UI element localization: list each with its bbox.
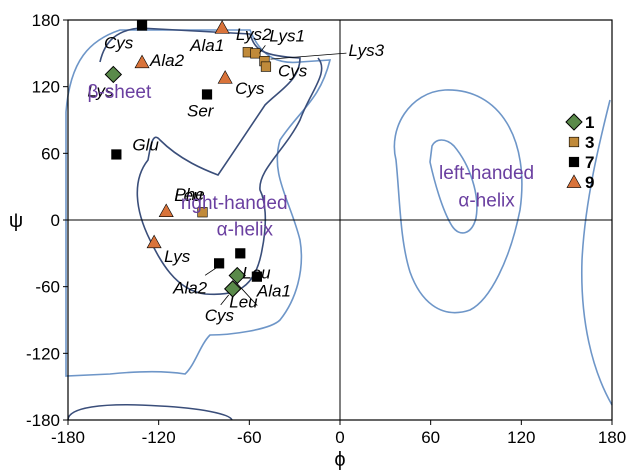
legend-marker-series-3 bbox=[568, 136, 580, 148]
point-series-9 bbox=[217, 70, 233, 84]
leader-line bbox=[259, 45, 266, 54]
y-tick-label: -180 bbox=[26, 411, 60, 430]
legend-marker-series-7 bbox=[568, 156, 580, 168]
point-label: Ala1 bbox=[189, 36, 224, 55]
bottom-contour-left bbox=[67, 403, 233, 421]
x-tick-label: 0 bbox=[335, 428, 344, 447]
point-series-3 bbox=[260, 61, 272, 72]
point-label: Ser bbox=[187, 101, 215, 120]
x-tick-label: 60 bbox=[421, 428, 440, 447]
x-tick-label: -60 bbox=[237, 428, 262, 447]
point-label: Leu bbox=[229, 293, 258, 312]
legend-marker-series-1 bbox=[565, 113, 583, 131]
point-series-1 bbox=[224, 280, 242, 298]
point-label: Cys bbox=[278, 62, 308, 81]
region-labels: β-sheet right-handed α-helix left-handed α-h… bbox=[88, 82, 535, 241]
y-tick-label: 180 bbox=[32, 11, 60, 30]
legend-marker-series-9 bbox=[566, 174, 582, 188]
point-series-7 bbox=[111, 149, 122, 160]
point-series-9 bbox=[134, 54, 150, 69]
leader-line bbox=[234, 281, 258, 306]
y-tick-label: 0 bbox=[51, 211, 60, 230]
region-label: β-sheet bbox=[88, 82, 152, 103]
region-label: α-helix bbox=[217, 220, 274, 241]
leader-line bbox=[220, 294, 230, 306]
y-axis-label: ψ bbox=[9, 210, 23, 232]
axes: -180 -120 -60 0 60 120 180 180 120 60 0 -60 -120 -180… bbox=[9, 11, 626, 470]
data-points bbox=[104, 20, 272, 298]
x-tick-label: 180 bbox=[598, 428, 626, 447]
outer-contour-left bbox=[65, 29, 332, 377]
point-series-3 bbox=[197, 207, 208, 218]
outer-contour-right bbox=[393, 89, 523, 314]
point-label: Leu bbox=[174, 186, 203, 205]
point-label: Ala1 bbox=[256, 282, 291, 301]
inner-contour-left bbox=[99, 27, 323, 296]
point-label: Lys bbox=[164, 247, 191, 266]
point-series-3 bbox=[250, 48, 261, 59]
plot-frame bbox=[67, 19, 613, 421]
outer-contour-far-right bbox=[580, 99, 613, 406]
legend-label: 1 bbox=[585, 113, 594, 132]
leader-line bbox=[270, 52, 347, 60]
point-label: Ala2 bbox=[172, 278, 208, 297]
point-label: Phe bbox=[174, 185, 204, 204]
point-label: Glu bbox=[132, 135, 159, 154]
point-label: Lys1 bbox=[269, 26, 305, 45]
point-label: Leu bbox=[242, 263, 271, 282]
point-label: Cys bbox=[235, 79, 265, 98]
y-tick-label: -120 bbox=[26, 344, 60, 363]
allowed-region-contours bbox=[65, 27, 613, 421]
point-labels: LysLeuCysLys2Lys1Lys3CysPheCysSerGluAla2… bbox=[87, 25, 384, 325]
point-label: Cys bbox=[104, 34, 134, 53]
x-tick-label: -180 bbox=[51, 428, 85, 447]
point-label: Lys3 bbox=[348, 41, 384, 60]
point-series-7 bbox=[235, 248, 246, 259]
point-series-9 bbox=[214, 20, 230, 34]
point-label: Ala2 bbox=[149, 51, 185, 70]
x-axis-label: ϕ bbox=[334, 449, 345, 470]
point-series-7 bbox=[214, 258, 225, 269]
point-series-7 bbox=[251, 271, 262, 282]
legend-label: 3 bbox=[585, 133, 594, 152]
point-series-9 bbox=[146, 234, 162, 249]
y-tick-label: 120 bbox=[32, 78, 60, 97]
y-tick-label: 60 bbox=[41, 144, 60, 163]
point-label: Lys2 bbox=[236, 25, 272, 44]
legend-label: 9 bbox=[585, 173, 594, 192]
point-label: Lys bbox=[87, 81, 114, 100]
point-label: Cys bbox=[205, 306, 235, 325]
region-label: right-handed bbox=[181, 193, 288, 214]
point-series-7 bbox=[136, 20, 148, 31]
point-series-9 bbox=[158, 203, 174, 218]
x-tick-label: -120 bbox=[142, 428, 176, 447]
region-label: left-handed bbox=[439, 163, 534, 184]
leader-line bbox=[204, 267, 218, 276]
y-tick-label: -60 bbox=[35, 278, 60, 297]
inner-contour-right bbox=[429, 139, 478, 234]
legend-label: 7 bbox=[585, 153, 594, 172]
x-tick-label: 120 bbox=[507, 428, 535, 447]
point-series-1 bbox=[104, 65, 123, 84]
point-series-7 bbox=[201, 89, 213, 100]
region-label: α-helix bbox=[458, 191, 515, 212]
